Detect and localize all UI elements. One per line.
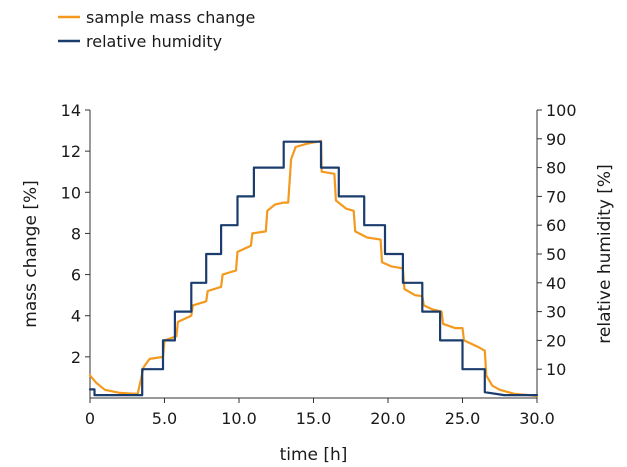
y2-tick-label: 10	[546, 360, 566, 379]
axes: 0 5.0 10.0 15.0 20.0 25.0 30.0 2 4 6 8 10 12 14 10 20 30…	[21, 101, 615, 465]
legend-label: relative humidity	[86, 32, 222, 51]
x-tick-label: 30.0	[519, 409, 555, 428]
x-tick-label: 15.0	[296, 409, 332, 428]
y2-tick-label: 100	[546, 101, 577, 120]
series-line-sample-mass-change	[88, 139, 539, 397]
y2-tick-label: 40	[546, 274, 566, 293]
y2-axis-label: relative humidity [%]	[595, 164, 615, 343]
y-tick-label: 12	[61, 142, 81, 161]
y2-tick-label: 30	[546, 303, 566, 322]
y-tick-label: 10	[61, 183, 81, 202]
y2-tick-label: 90	[546, 130, 566, 149]
y-tick-label: 8	[71, 224, 81, 243]
legend-label: sample mass change	[86, 8, 255, 27]
y-tick-label: 2	[71, 348, 81, 367]
y-axis-label: mass change [%]	[21, 180, 41, 327]
x-axis-label: time [h]	[280, 445, 348, 465]
series-line-relative-humidity	[88, 140, 539, 397]
x-tick-label: 0	[85, 409, 95, 428]
legend: sample mass change relative humidity	[58, 8, 255, 51]
y2-tick-label: 60	[546, 216, 566, 235]
x-tick-label: 20.0	[370, 409, 406, 428]
y2-tick-label: 80	[546, 159, 566, 178]
plot-area	[88, 139, 539, 397]
x-tick-label: 10.0	[221, 409, 257, 428]
y-tick-label: 4	[71, 307, 81, 326]
x-tick-label: 25.0	[445, 409, 481, 428]
y2-tick-label: 50	[546, 245, 566, 264]
y2-tick-label: 70	[546, 187, 566, 206]
x-tick-label: 5.0	[152, 409, 177, 428]
y2-tick-label: 20	[546, 331, 566, 350]
y-tick-label: 14	[61, 101, 81, 120]
y-tick-label: 6	[71, 266, 81, 285]
